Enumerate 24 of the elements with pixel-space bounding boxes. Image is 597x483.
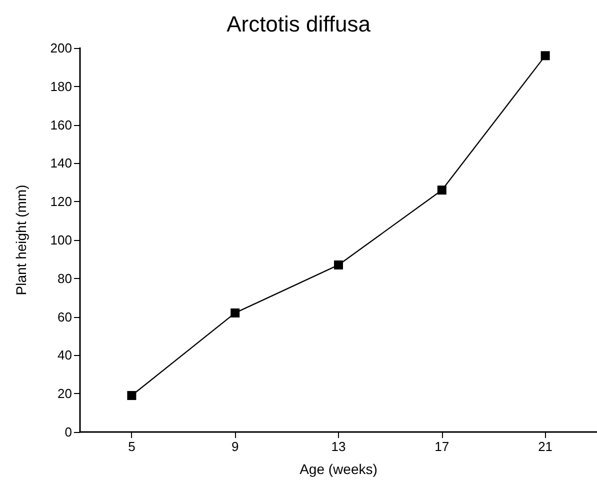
y-tick-label: 100 xyxy=(50,232,72,248)
y-tick-label: 60 xyxy=(58,309,72,324)
point xyxy=(334,260,343,270)
point xyxy=(127,391,136,400)
y-axis-title: Plant height (mm) xyxy=(13,184,29,296)
point xyxy=(437,186,446,195)
y-tick-label: 80 xyxy=(58,270,72,286)
x-tick-label: 5 xyxy=(128,439,136,454)
point xyxy=(540,51,550,60)
x-tick-label: 21 xyxy=(538,439,553,454)
point xyxy=(230,308,240,318)
x-axis-title: Age (weeks) xyxy=(300,461,378,477)
y-tick-label: 20 xyxy=(58,386,72,402)
y-tick-label: 200 xyxy=(50,40,72,56)
x-tick-label: 17 xyxy=(434,439,450,454)
y-tick-label: 40 xyxy=(58,348,72,363)
y-tick-label: 140 xyxy=(50,156,72,171)
chart-title: Arctotis diffusa xyxy=(226,12,372,36)
x-tick-label: 13 xyxy=(331,439,346,454)
x-tick-label: 9 xyxy=(231,439,239,454)
y-tick-label: 120 xyxy=(50,194,72,210)
y-tick-label: 160 xyxy=(50,117,72,132)
y-tick-label: 0 xyxy=(64,424,72,440)
y-tick-label: 180 xyxy=(50,78,72,94)
